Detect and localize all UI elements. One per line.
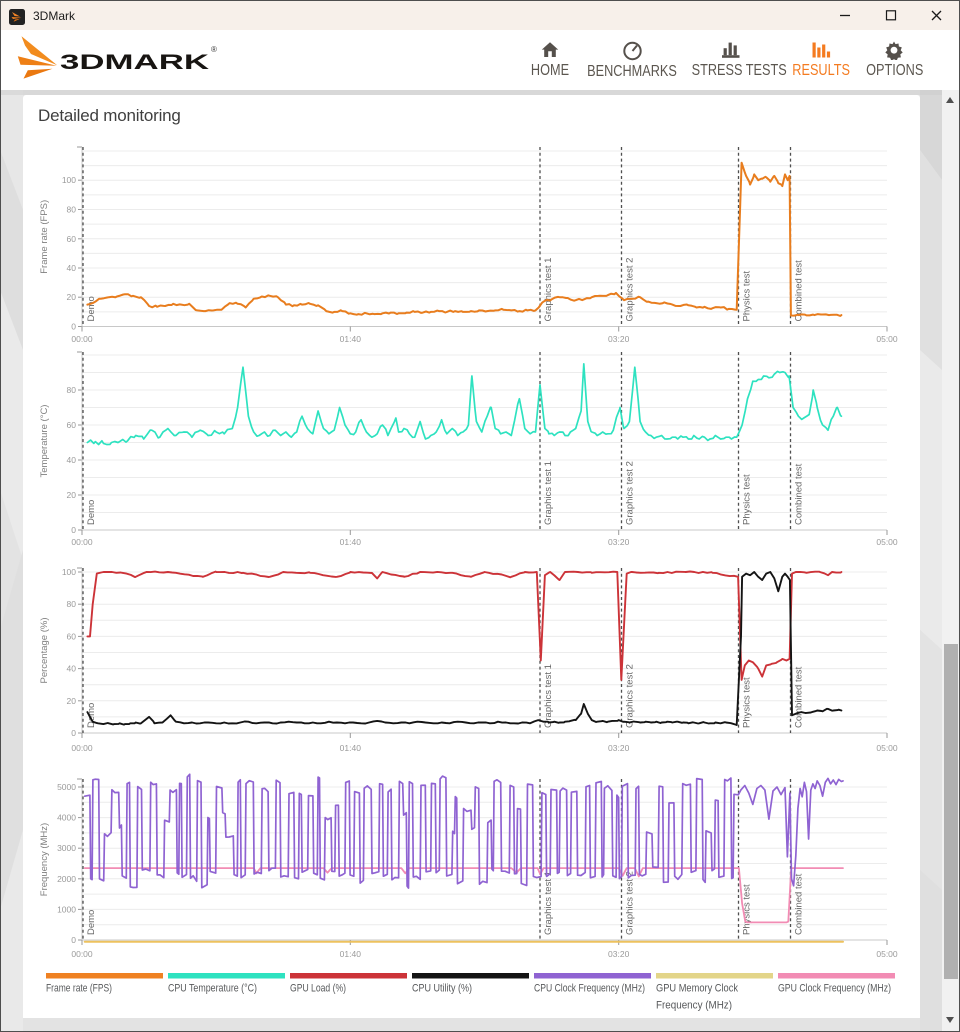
- svg-text:40: 40: [67, 263, 77, 273]
- svg-text:Demo: Demo: [86, 296, 97, 321]
- svg-text:Frame rate (FPS): Frame rate (FPS): [46, 983, 112, 995]
- svg-text:Graphics test 2: Graphics test 2: [625, 258, 636, 322]
- svg-text:Combined test: Combined test: [794, 463, 805, 525]
- svg-text:00:00: 00:00: [71, 949, 93, 959]
- svg-text:CPU Clock Frequency (MHz): CPU Clock Frequency (MHz): [534, 983, 645, 995]
- svg-text:CPU Temperature (°C): CPU Temperature (°C): [168, 983, 257, 995]
- svg-text:Physics test: Physics test: [742, 884, 753, 935]
- svg-text:00:00: 00:00: [71, 743, 93, 753]
- svg-text:40: 40: [67, 455, 77, 465]
- svg-text:80: 80: [67, 385, 77, 395]
- svg-text:40: 40: [67, 664, 77, 674]
- svg-text:05:00: 05:00: [876, 743, 898, 753]
- svg-text:0: 0: [71, 525, 76, 535]
- svg-text:60: 60: [67, 420, 77, 430]
- svg-text:01:40: 01:40: [340, 949, 362, 959]
- svg-text:GPU Memory Clock: GPU Memory Clock: [656, 983, 738, 995]
- svg-text:4000: 4000: [57, 813, 76, 823]
- svg-text:Frequency (MHz): Frequency (MHz): [656, 1000, 732, 1012]
- svg-text:60: 60: [67, 234, 77, 244]
- svg-text:Graphics test 1: Graphics test 1: [543, 664, 554, 728]
- svg-text:01:40: 01:40: [340, 743, 362, 753]
- svg-text:05:00: 05:00: [876, 334, 898, 344]
- svg-text:100: 100: [62, 567, 76, 577]
- svg-text:CPU Utility (%): CPU Utility (%): [412, 983, 472, 995]
- svg-text:60: 60: [67, 631, 77, 641]
- svg-text:03:20: 03:20: [608, 949, 630, 959]
- svg-text:Frame rate (FPS): Frame rate (FPS): [39, 200, 50, 274]
- svg-text:01:40: 01:40: [340, 537, 362, 547]
- svg-text:Graphics test 2: Graphics test 2: [625, 461, 636, 525]
- svg-text:3000: 3000: [57, 843, 76, 853]
- svg-text:Graphics test 2: Graphics test 2: [625, 664, 636, 728]
- svg-text:05:00: 05:00: [876, 537, 898, 547]
- svg-text:00:00: 00:00: [71, 334, 93, 344]
- svg-text:Demo: Demo: [86, 500, 97, 525]
- svg-text:Temperature (°C): Temperature (°C): [39, 405, 50, 478]
- svg-text:Percentage (%): Percentage (%): [39, 617, 50, 683]
- svg-text:Demo: Demo: [86, 910, 97, 935]
- svg-text:0: 0: [71, 322, 76, 332]
- svg-text:1000: 1000: [57, 904, 76, 914]
- svg-text:20: 20: [67, 696, 77, 706]
- svg-text:Graphics test 1: Graphics test 1: [543, 871, 554, 935]
- svg-text:Graphics test 1: Graphics test 1: [543, 258, 554, 322]
- svg-text:0: 0: [71, 935, 76, 945]
- svg-text:Combined test: Combined test: [794, 260, 805, 322]
- svg-text:20: 20: [67, 490, 77, 500]
- svg-text:20: 20: [67, 292, 77, 302]
- svg-text:Frequency (MHz): Frequency (MHz): [39, 823, 50, 896]
- svg-text:03:20: 03:20: [608, 743, 630, 753]
- svg-text:5000: 5000: [57, 782, 76, 792]
- svg-text:03:20: 03:20: [608, 334, 630, 344]
- svg-text:Physics test: Physics test: [742, 270, 753, 321]
- svg-text:Combined test: Combined test: [794, 666, 805, 728]
- svg-text:80: 80: [67, 599, 77, 609]
- svg-text:Physics test: Physics test: [742, 677, 753, 728]
- svg-text:05:00: 05:00: [876, 949, 898, 959]
- svg-text:2000: 2000: [57, 874, 76, 884]
- svg-text:Graphics test 2: Graphics test 2: [625, 871, 636, 935]
- svg-text:100: 100: [62, 175, 76, 185]
- svg-text:Graphics test 1: Graphics test 1: [543, 461, 554, 525]
- svg-text:01:40: 01:40: [340, 334, 362, 344]
- svg-text:00:00: 00:00: [71, 537, 93, 547]
- svg-text:Combined test: Combined test: [794, 873, 805, 935]
- svg-text:GPU Clock Frequency (MHz): GPU Clock Frequency (MHz): [778, 983, 891, 995]
- svg-text:GPU Load (%): GPU Load (%): [290, 983, 346, 995]
- svg-text:Physics test: Physics test: [742, 474, 753, 525]
- svg-text:03:20: 03:20: [608, 537, 630, 547]
- svg-text:0: 0: [71, 728, 76, 738]
- svg-text:80: 80: [67, 205, 77, 215]
- svg-text:Demo: Demo: [86, 703, 97, 728]
